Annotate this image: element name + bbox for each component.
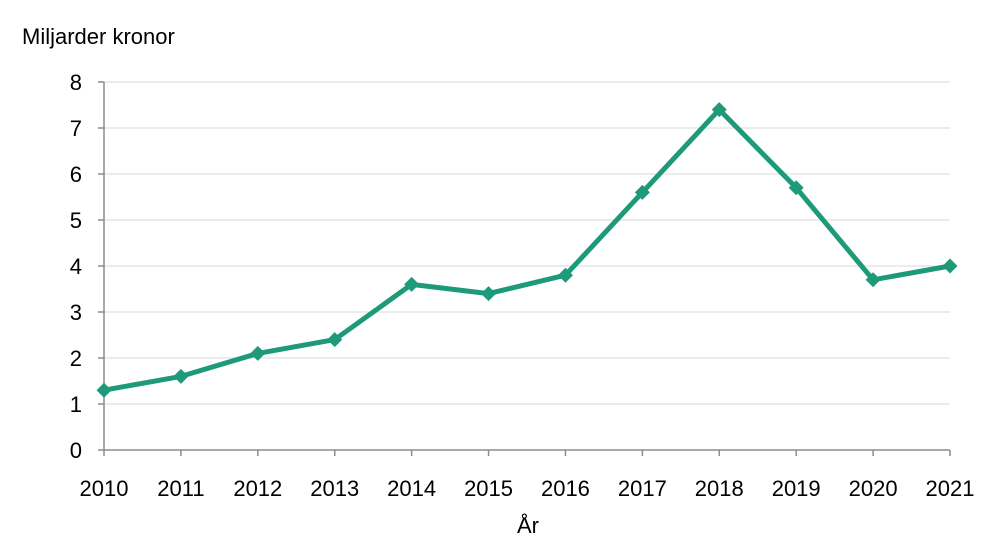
data-point-marker	[327, 332, 343, 348]
y-tick-label: 5	[70, 208, 82, 233]
x-tick-labels: 2010 2011 2012 2013 2014 2015 2016 2017 2018 2019…	[80, 476, 975, 501]
x-axis-title: År	[517, 513, 539, 538]
y-tick-label: 2	[70, 346, 82, 371]
y-tick-label: 1	[70, 392, 82, 417]
x-tick-label: 2021	[926, 476, 975, 501]
y-tick-label: 8	[70, 70, 82, 95]
data-point-marker	[481, 286, 497, 302]
gridlines	[104, 81, 950, 405]
x-tick-label: 2010	[80, 476, 129, 501]
data-point-marker	[250, 345, 266, 361]
x-tick-label: 2019	[772, 476, 821, 501]
x-tick-label: 2018	[695, 476, 744, 501]
data-point-marker	[788, 180, 804, 196]
data-point-marker	[634, 184, 650, 200]
x-tick-label: 2012	[233, 476, 282, 501]
data-point-marker	[865, 272, 881, 288]
data-point-marker	[404, 276, 420, 292]
series-line-group	[96, 102, 958, 398]
y-tick-label: 0	[70, 438, 82, 463]
data-point-marker	[557, 267, 573, 283]
y-tick-labels: 0 1 2 3 4 5 6 7 8	[70, 70, 82, 463]
y-tick-label: 6	[70, 162, 82, 187]
data-point-marker	[173, 368, 189, 384]
series-line	[103, 107, 951, 393]
y-tick-label: 3	[70, 300, 82, 325]
x-tick-label: 2020	[849, 476, 898, 501]
y-tick-label: 4	[70, 254, 82, 279]
x-tick-label: 2017	[618, 476, 667, 501]
data-point-marker	[942, 258, 958, 274]
x-tick-label: 2014	[387, 476, 436, 501]
x-tick-label: 2015	[464, 476, 513, 501]
axes	[98, 81, 951, 456]
y-tick-label: 7	[70, 116, 82, 141]
data-point-marker	[96, 382, 112, 398]
x-tick-label: 2016	[541, 476, 590, 501]
x-tick-label: 2013	[310, 476, 359, 501]
x-tick-label: 2011	[157, 476, 204, 501]
data-point-marker	[711, 102, 727, 118]
y-axis-title: Miljarder kronor	[22, 24, 175, 49]
